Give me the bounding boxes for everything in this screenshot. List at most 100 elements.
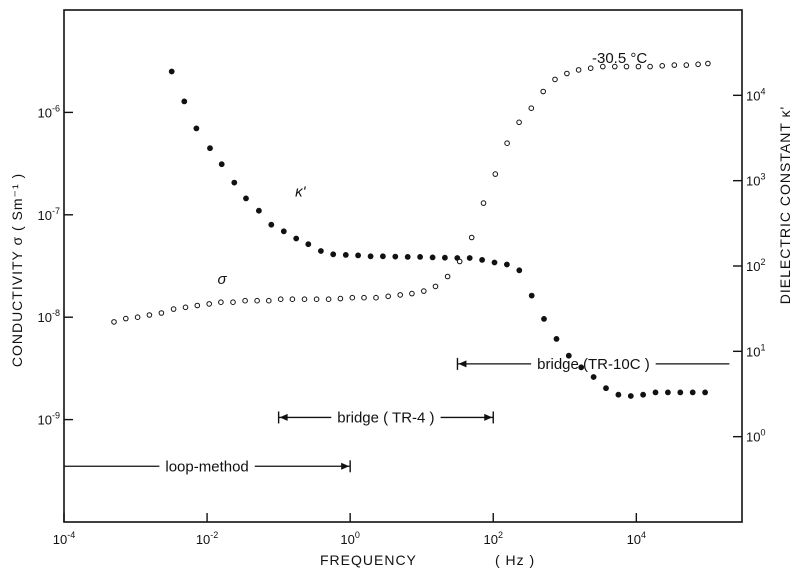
x-tick-label: 104 (627, 530, 646, 547)
kappa-point (652, 389, 659, 396)
x-axis-title: FREQUENCY (320, 552, 417, 568)
kappa-point (640, 391, 646, 398)
y-left-tick-label: 10-9 (38, 411, 60, 428)
sigma-point (373, 294, 379, 301)
sigma-point (134, 314, 141, 321)
tick-labels: 10-4 10-2 100 102 104 10-6 10-7 10-8 10-9 104 103 1… (38, 86, 766, 547)
y-left-axis-title: CONDUCTIVITY σ ( Sm⁻¹ ) (9, 173, 25, 367)
range-indicator: bridge (TR-10C ) (456, 356, 730, 373)
measurement-ranges: loop-method bridge ( TR-4 ) bridge (TR-10C… (64, 356, 730, 475)
kappa-point (689, 389, 696, 396)
kappa-point (305, 241, 312, 248)
sigma-point (218, 299, 224, 306)
y-right-tick-label: 101 (746, 342, 765, 359)
sigma-point (111, 319, 117, 325)
kappa-point (503, 261, 510, 268)
sigma-point (146, 312, 153, 318)
y-right-tick-label: 102 (746, 257, 765, 274)
range-label: loop-method (165, 458, 248, 475)
tick-marks (63, 94, 742, 522)
sigma-point (564, 70, 570, 77)
sigma-point (421, 288, 427, 294)
kappa-point (207, 145, 213, 152)
sigma-point (587, 65, 594, 71)
kappa-point (342, 251, 349, 258)
range-indicator: bridge ( TR-4 ) (277, 409, 494, 426)
range-label: bridge (TR-10C ) (537, 356, 650, 373)
sigma-point (528, 105, 535, 111)
kappa-point (665, 389, 671, 396)
y-left-tick-label: 10-6 (38, 103, 60, 120)
sigma-point (456, 258, 463, 265)
kappa-point (231, 179, 238, 186)
sigma-point (480, 200, 487, 206)
kappa-point (168, 68, 175, 75)
sigma-point (600, 63, 606, 70)
kappa-point (392, 253, 399, 260)
sigma-point (705, 60, 711, 67)
range-arrow-right (341, 462, 350, 470)
sigma-point (289, 296, 296, 303)
y-right-axis-title: DIELECTRIC CONSTANT κ' (777, 106, 793, 304)
sigma-point (385, 293, 392, 300)
sigma-point (635, 63, 642, 70)
kappa-point (603, 385, 609, 392)
range-arrow-right (484, 413, 493, 421)
kappa-point (417, 253, 423, 260)
sigma-point (194, 302, 201, 309)
series-labels: κ' σ (218, 184, 307, 289)
sigma-point (277, 296, 284, 303)
kappa-point (615, 391, 622, 398)
kappa-point (479, 256, 485, 263)
kappa-point (367, 253, 374, 260)
sigma-point (540, 88, 547, 95)
kappa-point (553, 335, 560, 342)
range-indicator: loop-method (64, 458, 351, 475)
sigma-point (575, 67, 582, 73)
kappa-point (466, 255, 473, 261)
sigma-point (695, 61, 701, 68)
sigma-point (444, 273, 451, 280)
sigma-point (158, 310, 165, 316)
sigma-point (468, 234, 475, 241)
sigma-point (182, 304, 189, 311)
kappa-point (528, 292, 535, 299)
kappa-point (491, 259, 498, 266)
kappa-point (280, 228, 287, 235)
range-arrow-left (458, 360, 467, 368)
kappa-point (677, 389, 684, 396)
x-tick-label: 100 (340, 530, 359, 547)
kappa-point (441, 254, 448, 261)
sigma-point (432, 283, 439, 290)
kappa-point (293, 235, 300, 242)
y-left-tick-label: 10-8 (38, 308, 60, 325)
sigma-point (349, 294, 356, 301)
sigma-point (623, 63, 630, 70)
sigma-point (170, 306, 177, 312)
temperature-label: -30.5 °C (592, 50, 647, 67)
sigma-point (671, 62, 678, 68)
sigma-point (301, 296, 308, 303)
kappa-point (355, 252, 361, 259)
sigma-point (504, 140, 510, 146)
sigma-point (361, 294, 367, 301)
sigma-point (242, 297, 248, 304)
range-arrow-left (279, 413, 288, 421)
kappa-point (243, 195, 249, 202)
x-tick-label: 10-2 (196, 530, 218, 547)
kappa-point (379, 253, 386, 260)
kappa-point (590, 374, 597, 380)
y-right-tick-label: 103 (746, 172, 765, 189)
kappa-point (330, 251, 337, 258)
kappa-point (516, 267, 523, 274)
kappa-point (578, 364, 585, 371)
range-label: bridge ( TR-4 ) (337, 409, 434, 426)
y-right-tick-label: 100 (746, 428, 765, 445)
series-label: σ (218, 271, 228, 288)
kappa-point (268, 221, 275, 228)
kappa-point (541, 315, 547, 322)
data-points (111, 60, 711, 399)
kappa-point (181, 98, 188, 105)
sigma-point (647, 63, 653, 70)
